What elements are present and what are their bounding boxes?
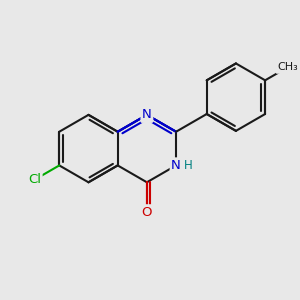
Text: H: H	[184, 159, 192, 172]
Text: N: N	[142, 108, 152, 122]
Text: Cl: Cl	[28, 173, 41, 186]
Text: O: O	[142, 206, 152, 219]
Text: CH₃: CH₃	[277, 62, 298, 72]
Text: N: N	[171, 159, 181, 172]
